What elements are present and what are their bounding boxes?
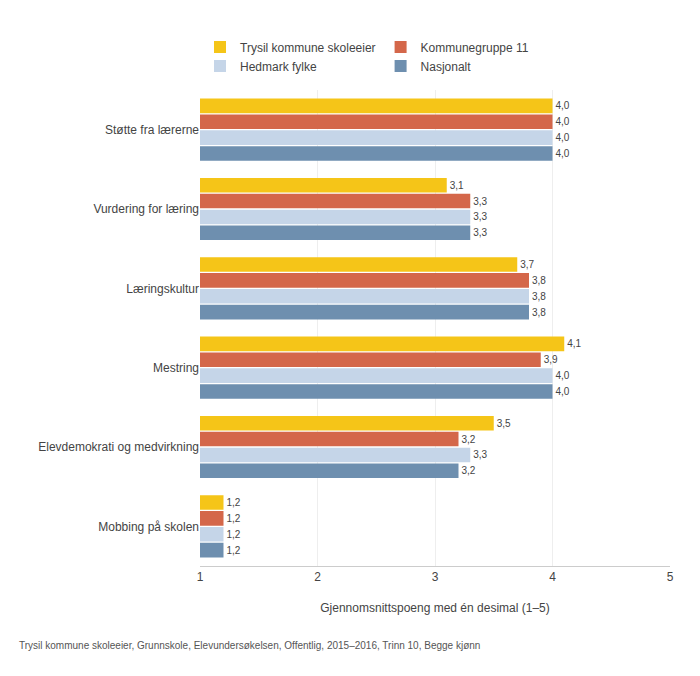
svg-text:Vurdering for læring: Vurdering for læring	[93, 202, 199, 216]
svg-text:1,2: 1,2	[227, 497, 241, 508]
svg-text:4,0: 4,0	[556, 116, 570, 127]
svg-text:3,7: 3,7	[520, 259, 534, 270]
svg-text:4,1: 4,1	[567, 338, 581, 349]
svg-text:4,0: 4,0	[556, 370, 570, 381]
svg-text:4,0: 4,0	[556, 132, 570, 143]
svg-text:1,2: 1,2	[227, 545, 241, 556]
svg-text:3,3: 3,3	[473, 196, 487, 207]
svg-text:3: 3	[432, 570, 439, 584]
svg-text:Trysil kommune skoleeier: Trysil kommune skoleeier	[240, 41, 376, 55]
svg-text:Mobbing på skolen: Mobbing på skolen	[98, 520, 199, 534]
svg-text:Kommunegruppe 11: Kommunegruppe 11	[421, 41, 529, 55]
svg-text:Trysil kommune skoleeier, Grun: Trysil kommune skoleeier, Grunnskole, El…	[19, 640, 480, 651]
svg-text:Nasjonalt: Nasjonalt	[421, 60, 472, 74]
svg-text:3,2: 3,2	[462, 465, 476, 476]
svg-text:3,1: 3,1	[450, 180, 464, 191]
svg-text:5: 5	[667, 570, 674, 584]
svg-text:3,9: 3,9	[544, 354, 558, 365]
svg-text:2: 2	[314, 570, 321, 584]
svg-text:4,0: 4,0	[556, 148, 570, 159]
svg-text:3,8: 3,8	[532, 291, 546, 302]
svg-text:1: 1	[197, 570, 204, 584]
svg-text:3,8: 3,8	[532, 275, 546, 286]
svg-text:3,3: 3,3	[473, 227, 487, 238]
svg-text:4,0: 4,0	[556, 386, 570, 397]
svg-text:Gjennomsnittspoeng med én desi: Gjennomsnittspoeng med én desimal (1–5)	[320, 601, 549, 615]
svg-text:Støtte fra lærerne: Støtte fra lærerne	[105, 123, 199, 137]
svg-text:3,3: 3,3	[473, 211, 487, 222]
svg-text:3,2: 3,2	[462, 434, 476, 445]
svg-text:4,0: 4,0	[556, 100, 570, 111]
svg-text:Mestring: Mestring	[153, 361, 199, 375]
svg-text:3,8: 3,8	[532, 307, 546, 318]
svg-text:4: 4	[549, 570, 556, 584]
svg-text:3,3: 3,3	[473, 449, 487, 460]
svg-text:Hedmark fylke: Hedmark fylke	[240, 60, 317, 74]
svg-text:1,2: 1,2	[227, 513, 241, 524]
svg-text:Elevdemokrati og medvirkning: Elevdemokrati og medvirkning	[38, 440, 199, 454]
svg-text:Læringskultur: Læringskultur	[126, 282, 199, 296]
svg-text:1,2: 1,2	[227, 529, 241, 540]
svg-text:3,5: 3,5	[497, 418, 511, 429]
